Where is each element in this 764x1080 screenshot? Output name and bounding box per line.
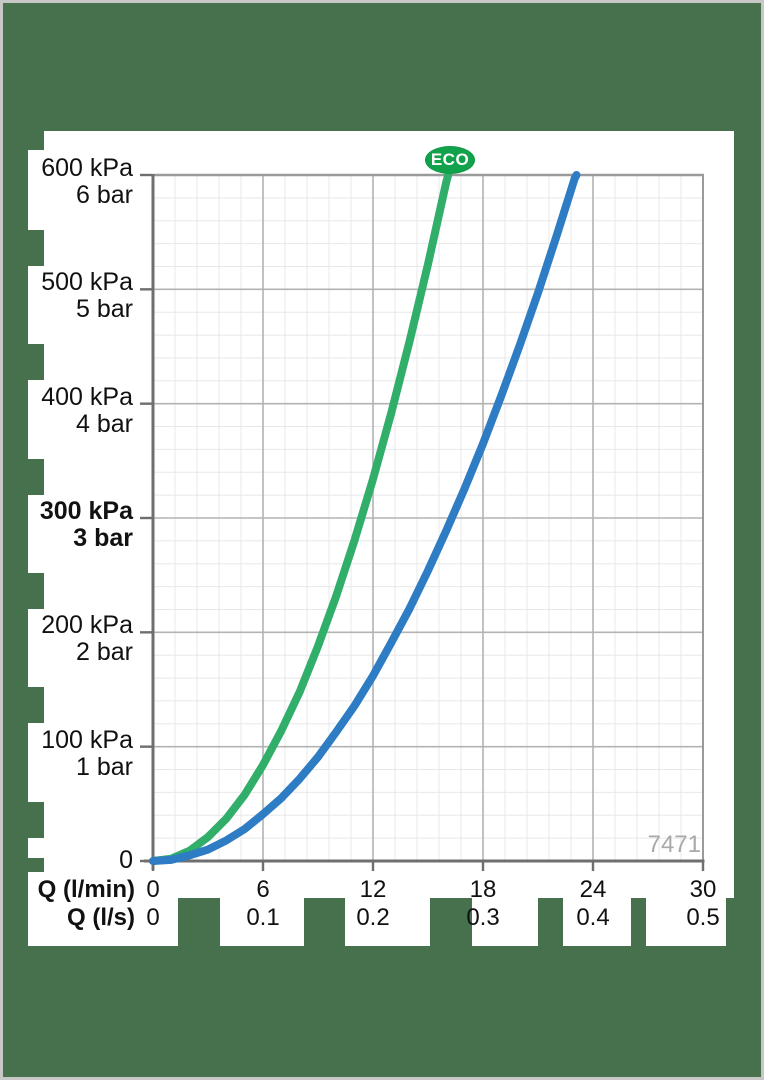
y-tick-label: 500 kPa 5 bar <box>41 268 133 324</box>
x-tick-label-ls: 0.1 <box>246 904 280 931</box>
chart-plot <box>140 171 705 871</box>
x-axis-label-tab <box>646 898 726 946</box>
y-tick-label: 600 kPa 6 bar <box>41 154 133 209</box>
x-tick-label-lmin: 6 <box>256 876 270 903</box>
chart-panel <box>44 131 734 898</box>
background-notch <box>28 802 44 838</box>
background-notch <box>28 230 44 266</box>
eco-badge-label: ECO <box>430 150 470 169</box>
x-tick-label-lmin: 12 <box>359 876 387 903</box>
x-axis-secondary-label: Q (l/s) <box>66 904 135 931</box>
x-tick-label-ls: 0.5 <box>686 904 720 931</box>
x-axis-label-tab <box>220 898 304 946</box>
x-tick-label-ls: 0.2 <box>356 904 390 931</box>
background-notch <box>28 344 44 380</box>
x-tick-label-ls: 0.4 <box>576 904 610 931</box>
background-notch <box>28 687 44 723</box>
standard-curve <box>149 171 581 865</box>
eco-curve <box>149 171 453 865</box>
x-axis-label-tab <box>563 898 631 946</box>
background-notch <box>28 459 44 495</box>
background-notch <box>28 573 44 609</box>
x-tick-label-lmin: 30 <box>689 876 717 903</box>
x-tick-label-ls: 0.3 <box>466 904 500 931</box>
x-axis-label-tab <box>345 898 430 946</box>
x-tick-label-ls: 0 <box>146 904 160 931</box>
eco-badge: ECO <box>425 146 475 174</box>
y-tick-label: 300 kPa 3 bar <box>39 497 133 552</box>
x-axis-label-tab <box>28 872 178 946</box>
x-axis-label-tab <box>472 898 538 946</box>
y-tick-label: 100 kPa 1 bar <box>41 725 133 781</box>
x-tick-label-lmin: 24 <box>579 876 607 903</box>
y-tick-label: 400 kPa 4 bar <box>41 382 133 438</box>
x-tick-label-lmin: 0 <box>146 876 160 903</box>
x-axis-primary-label: Q (l/min) <box>37 876 135 903</box>
figure-number: 7471 <box>647 831 701 858</box>
y-axis-label-strip <box>28 150 44 858</box>
y-tick-label: 0 <box>119 846 133 874</box>
y-tick-label: 200 kPa 2 bar <box>41 611 133 667</box>
x-tick-label-lmin: 18 <box>469 876 497 903</box>
